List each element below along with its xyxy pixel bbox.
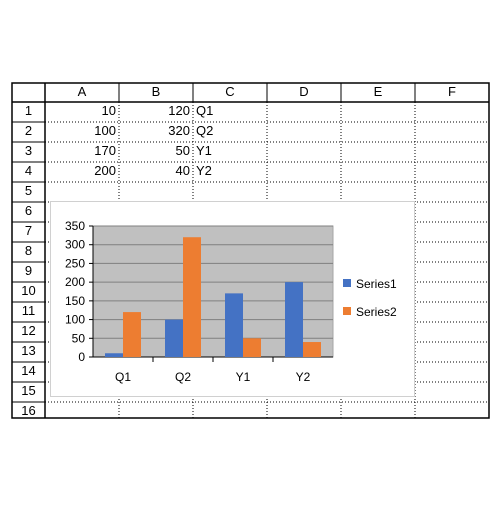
row-header-14[interactable]: 14: [21, 363, 36, 378]
bar-series2-q2: [183, 237, 201, 357]
column-header-d[interactable]: D: [299, 84, 309, 99]
row-header-2[interactable]: 2: [24, 123, 33, 138]
column-header-c[interactable]: C: [225, 84, 235, 99]
column-header-b[interactable]: B: [151, 84, 161, 99]
bar-series2-y2: [303, 342, 321, 357]
x-tick-label: Y2: [296, 370, 311, 384]
bar-series1-y2: [285, 282, 303, 357]
row-header-11[interactable]: 11: [21, 303, 36, 318]
x-tick-label: Q1: [115, 370, 131, 384]
cell-b1[interactable]: 120: [168, 103, 190, 118]
cell-c3[interactable]: Y1: [196, 143, 212, 158]
bar-series1-y1: [225, 293, 243, 357]
y-tick-label: 50: [72, 331, 86, 345]
row-header-1[interactable]: 1: [24, 103, 33, 118]
legend-label-series1: Series1: [356, 277, 397, 291]
row-header-12[interactable]: 12: [21, 323, 36, 338]
y-tick-label: 100: [65, 313, 85, 327]
cell-c4[interactable]: Y2: [196, 163, 212, 178]
bar-series1-q2: [165, 319, 183, 357]
row-header-8[interactable]: 8: [24, 243, 33, 258]
row-header-10[interactable]: 10: [21, 283, 36, 298]
bar-series2-y1: [243, 338, 261, 357]
sheet-border: [11, 82, 490, 419]
cell-b4[interactable]: 40: [175, 163, 190, 178]
row-header-3[interactable]: 3: [24, 143, 33, 158]
cell-b2[interactable]: 320: [168, 123, 190, 138]
row-header-6[interactable]: 6: [24, 203, 33, 218]
column-header-a[interactable]: A: [77, 84, 87, 99]
cell-a2[interactable]: 100: [94, 123, 116, 138]
bar-series2-q1: [123, 312, 141, 357]
x-tick-label: Q2: [175, 370, 191, 384]
cell-a4[interactable]: 200: [94, 163, 116, 178]
cell-b3[interactable]: 50: [175, 143, 190, 158]
bar-series1-q1: [105, 353, 123, 357]
chart-canvas: 0 50 100 150 200 250 300 350 Q1 Q2 Y1 Y2 Series1 Seri…: [65, 219, 397, 384]
cell-a3[interactable]: 170: [94, 143, 116, 158]
row-header-4[interactable]: 4: [24, 163, 33, 178]
y-tick-label: 150: [65, 294, 85, 308]
legend-swatch-series2: [343, 307, 351, 315]
y-tick-label: 350: [65, 219, 85, 233]
y-tick-label: 200: [65, 275, 85, 289]
y-tick-label: 300: [65, 238, 85, 252]
cell-a1[interactable]: 10: [101, 103, 116, 118]
column-header-e[interactable]: E: [373, 84, 383, 99]
row-header-13[interactable]: 13: [21, 343, 36, 358]
row-header-15[interactable]: 15: [21, 383, 36, 398]
legend-label-series2: Series2: [356, 305, 397, 319]
y-tick-label: 0: [78, 350, 85, 364]
row-header-9[interactable]: 9: [24, 263, 33, 278]
row-header-5[interactable]: 5: [24, 183, 33, 198]
cell-c2[interactable]: Q2: [196, 123, 214, 138]
column-header-f[interactable]: F: [448, 84, 456, 99]
x-tick-label: Y1: [236, 370, 251, 384]
y-tick-label: 250: [65, 256, 85, 270]
embedded-bar-chart[interactable]: 0 50 100 150 200 250 300 350 Q1 Q2 Y1 Y2 Series1 Seri…: [50, 201, 415, 397]
row-header-7[interactable]: 7: [24, 223, 33, 238]
legend-swatch-series1: [343, 279, 351, 287]
row-header-16[interactable]: 16: [21, 403, 36, 418]
cell-c1[interactable]: Q1: [196, 103, 214, 118]
